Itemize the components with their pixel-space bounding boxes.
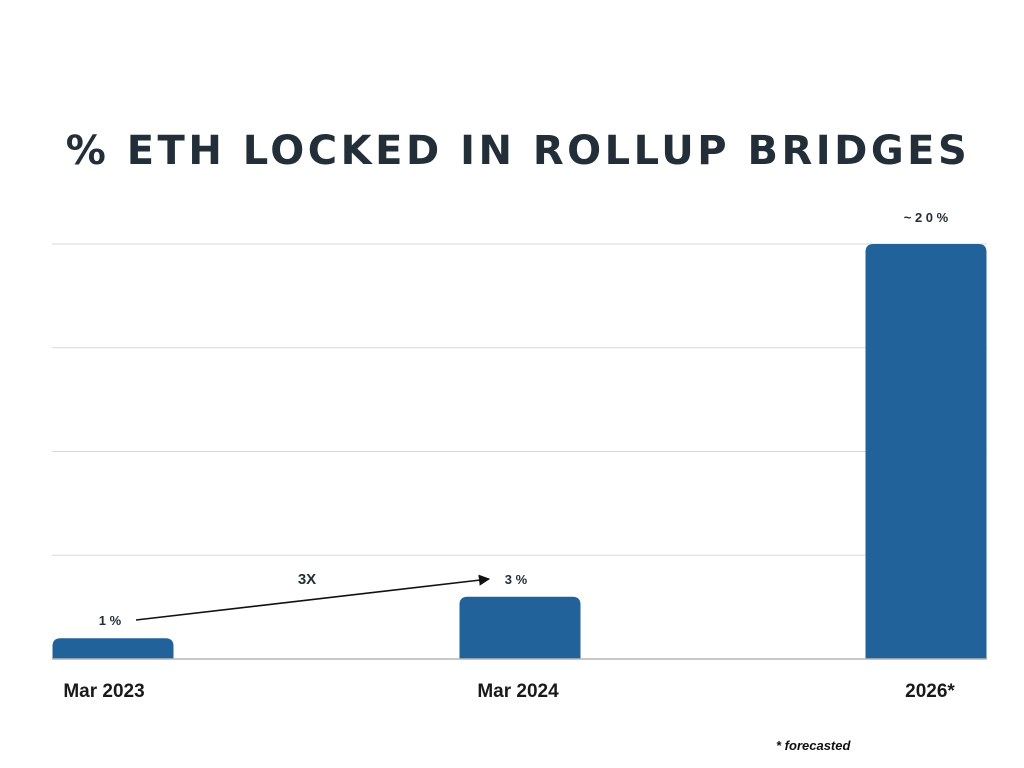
annotations: 3X [135, 571, 491, 621]
gridlines [52, 243, 987, 556]
bar-1 [52, 638, 174, 659]
x-tick-label-3: 2026* [905, 681, 955, 702]
data-label-1: 1 % [99, 613, 122, 628]
growth-arrow [135, 574, 491, 621]
data-labels: 1 % 3 % ~ 2 0 % [99, 210, 949, 628]
bar-3 [865, 244, 987, 659]
chart-title: % ETH LOCKED IN ROLLUP BRIDGES [65, 128, 971, 174]
forecast-footnote: * forecasted [776, 738, 851, 753]
data-label-2: 3 % [505, 572, 528, 587]
data-label-3: ~ 2 0 % [904, 210, 949, 225]
bar-2 [459, 596, 581, 659]
x-tick-label-1: Mar 2023 [63, 681, 144, 702]
bars [52, 244, 987, 659]
x-tick-label-2: Mar 2024 [477, 681, 559, 702]
x-tick-labels: Mar 2023 Mar 2024 2026* [63, 681, 955, 702]
growth-annotation-label: 3X [298, 571, 316, 588]
